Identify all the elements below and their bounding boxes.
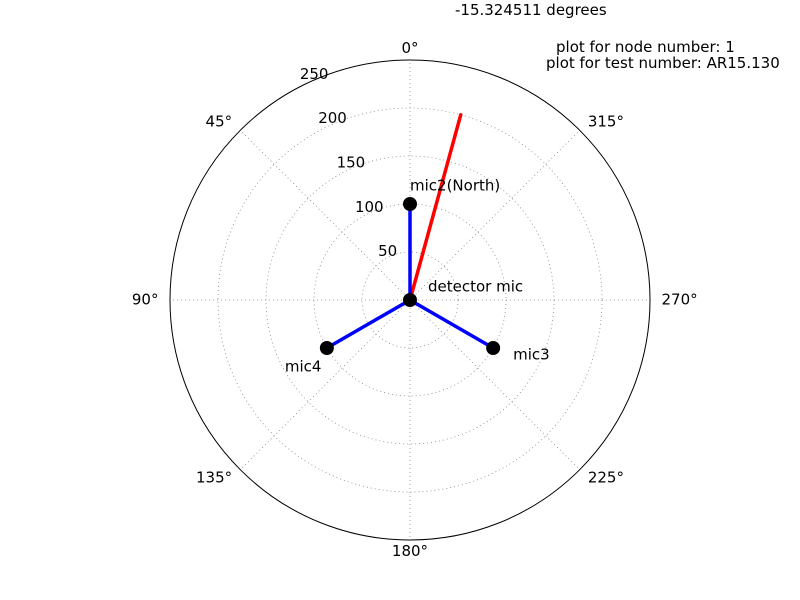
theta-gridline (409, 299, 580, 470)
mic-label: mic2(North) (410, 177, 500, 195)
r-gridline (361, 251, 459, 349)
theta-tick-label: 45° (206, 113, 233, 131)
polar-frame (169, 59, 651, 541)
mic-spoke (325, 298, 412, 350)
mic-marker (319, 341, 334, 355)
theta-gridline (240, 130, 411, 301)
bearing-angle-text: -15.324511 degrees (455, 1, 607, 19)
test-number-text: plot for test number: AR15.130 (546, 54, 780, 72)
r-tick-label: 250 (300, 65, 329, 83)
mic-spoke (408, 298, 495, 350)
grid-layer (169, 59, 651, 541)
r-gridline (217, 107, 603, 493)
theta-tick-label: 225° (588, 468, 624, 486)
data-layer (319, 113, 501, 355)
r-gridline (265, 155, 555, 445)
mic-label: mic3 (513, 346, 550, 364)
mic-marker (486, 341, 501, 355)
theta-tick-label: 0° (401, 39, 418, 57)
node-number-text: plot for node number: 1 (556, 38, 735, 56)
theta-tick-label: 180° (392, 542, 428, 560)
r-tick-label: 200 (318, 109, 347, 127)
theta-tick-label: 315° (588, 113, 624, 131)
theta-gridline (409, 130, 580, 301)
r-tick-label: 150 (337, 153, 366, 171)
bearing-line (408, 113, 463, 302)
r-tick-label: 50 (378, 242, 397, 260)
mic-marker (403, 293, 417, 307)
theta-tick-label: 135° (196, 468, 232, 486)
label-layer: 0° 45° 90° 135° 180° 225° 270° 315° 50 100 150 200 2… (132, 39, 698, 560)
theta-tick-label: 90° (132, 291, 159, 309)
mic-marker (403, 197, 417, 211)
theta-gridline (240, 299, 411, 470)
theta-tick-label: 270° (662, 291, 698, 309)
mic-label: detector mic (428, 278, 523, 296)
r-gridline (313, 203, 507, 397)
mic-label: mic4 (285, 358, 322, 376)
r-tick-label: 100 (355, 198, 384, 216)
